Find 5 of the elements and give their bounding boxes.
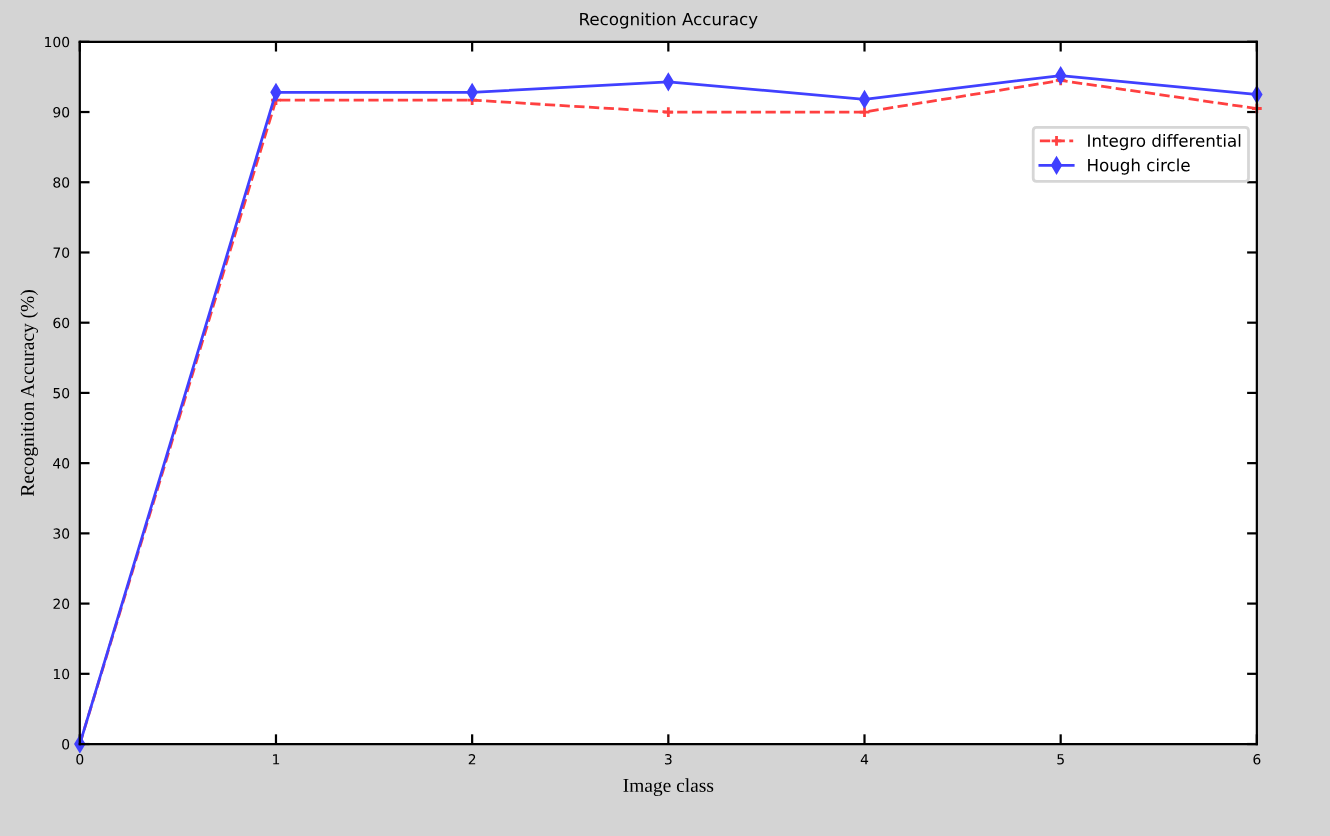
- x-axis-title: Image class: [623, 778, 714, 796]
- legend-label: Hough circle: [1088, 158, 1190, 175]
- y-axis-title: Recognition Accuracy (%): [20, 290, 39, 497]
- chart-title: Recognition Accuracy: [580, 12, 758, 29]
- legend-label: Integro differential: [1088, 134, 1241, 151]
